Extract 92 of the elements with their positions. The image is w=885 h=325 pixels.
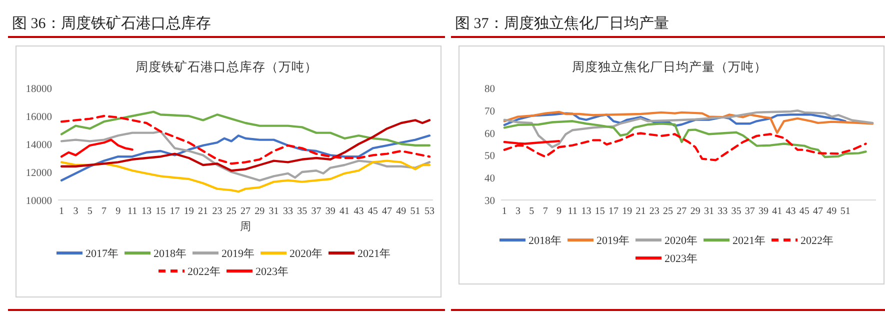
- line-series: [60, 138, 134, 158]
- legend-label: 2019年: [222, 248, 254, 260]
- x-tick-label: 49: [826, 206, 837, 217]
- x-tick-label: 17: [608, 206, 618, 217]
- x-tick-label: 37: [311, 206, 322, 217]
- x-tick-label: 35: [297, 206, 308, 217]
- y-tick-label: 70: [484, 106, 495, 118]
- line-series: [60, 110, 431, 146]
- x-tick-label: 49: [396, 206, 406, 217]
- x-tick-label: 39: [758, 206, 768, 217]
- x-tick-label: 17: [170, 206, 180, 217]
- y-tick-label: 30: [484, 196, 495, 207]
- x-tick-label: 15: [594, 206, 605, 217]
- legend-label: 2022年: [800, 235, 834, 247]
- legend-label: 2021年: [358, 248, 390, 260]
- y-tick-label: 60: [484, 128, 495, 140]
- legend-label: 2020年: [664, 235, 698, 247]
- x-tick-label: 21: [198, 206, 208, 217]
- legend-label: 2018年: [528, 235, 562, 247]
- legend-label: 2020年: [290, 248, 322, 260]
- chart-title: 图 37：周度独立焦化厂日均产量: [455, 15, 669, 32]
- y-tick-label: 10000: [26, 196, 52, 207]
- y-tick-label: 14000: [26, 140, 52, 151]
- line-series: [503, 132, 867, 162]
- legend-label: 2023年: [256, 266, 288, 278]
- x-tick-label: 3: [516, 206, 521, 217]
- x-tick-label: 19: [184, 206, 194, 217]
- x-tick-label: 53: [424, 206, 434, 217]
- chart-title: 图 36：周度铁矿石港口总库存: [12, 15, 211, 32]
- x-tick-label: 9: [556, 206, 562, 217]
- x-tick-label: 39: [325, 206, 336, 217]
- x-tick-label: 27: [676, 206, 687, 217]
- x-tick-label: 37: [744, 206, 755, 217]
- x-tick-label: 43: [786, 206, 796, 217]
- line-series: [60, 119, 431, 172]
- x-tick-label: 47: [813, 206, 824, 217]
- x-axis-title: 周: [240, 221, 251, 233]
- x-tick-label: 33: [718, 206, 728, 217]
- y-tick-label: 80: [484, 84, 495, 95]
- x-tick-label: 51: [840, 206, 850, 217]
- x-tick-label: 19: [622, 206, 632, 217]
- x-tick-label: 11: [127, 206, 138, 217]
- line-series: [60, 160, 431, 193]
- y-tick-label: 12000: [26, 168, 52, 179]
- x-tick-label: 41: [772, 206, 782, 217]
- x-tick-label: 25: [663, 206, 674, 217]
- x-tick-label: 29: [690, 206, 700, 217]
- x-tick-label: 11: [568, 206, 578, 217]
- x-tick-label: 13: [581, 206, 592, 217]
- x-tick-label: 45: [799, 206, 810, 217]
- x-tick-label: 23: [212, 206, 222, 217]
- x-tick-label: 35: [731, 206, 742, 217]
- x-tick-label: 41: [340, 206, 350, 217]
- x-tick-label: 7: [542, 206, 548, 217]
- x-tick-label: 5: [87, 206, 92, 217]
- legend-label: 2017年: [86, 248, 118, 260]
- legend-label: 2022年: [188, 266, 220, 278]
- x-tick-label: 47: [382, 206, 392, 217]
- x-tick-label: 29: [254, 206, 265, 217]
- legend-label: 2019年: [596, 235, 630, 247]
- x-tick-label: 31: [704, 206, 714, 217]
- x-tick-label: 51: [410, 206, 420, 217]
- x-tick-label: 15: [156, 206, 166, 217]
- legend-label: 2023年: [664, 253, 698, 265]
- x-tick-label: 1: [59, 206, 64, 217]
- y-tick-label: 40: [484, 174, 495, 185]
- chart-subtitle: 周度独立焦化厂日均产量（万吨）: [572, 59, 767, 74]
- line-series: [503, 112, 846, 127]
- x-tick-label: 1: [502, 206, 507, 217]
- y-tick-label: 18000: [26, 84, 52, 95]
- x-tick-label: 7: [101, 206, 106, 217]
- x-tick-label: 33: [282, 206, 293, 217]
- line-series: [503, 120, 867, 158]
- legend-label: 2021年: [732, 235, 766, 247]
- x-tick-label: 23: [649, 206, 660, 217]
- x-tick-label: 9: [116, 206, 121, 217]
- y-tick-label: 16000: [26, 112, 52, 123]
- line-series: [503, 110, 874, 148]
- x-tick-label: 43: [354, 206, 364, 217]
- x-tick-label: 45: [368, 206, 378, 217]
- x-tick-label: 25: [226, 206, 236, 217]
- legend-label: 2018年: [154, 248, 186, 260]
- x-tick-label: 5: [529, 206, 534, 217]
- x-tick-label: 21: [636, 206, 646, 217]
- line-series: [503, 110, 874, 134]
- x-tick-label: 27: [240, 206, 250, 217]
- y-tick-label: 50: [484, 151, 495, 162]
- x-tick-label: 3: [73, 206, 78, 217]
- x-tick-label: 31: [268, 206, 279, 217]
- chart-subtitle: 周度铁矿石港口总库存（万吨）: [136, 59, 318, 74]
- line-series: [60, 114, 431, 165]
- x-tick-label: 13: [141, 206, 152, 217]
